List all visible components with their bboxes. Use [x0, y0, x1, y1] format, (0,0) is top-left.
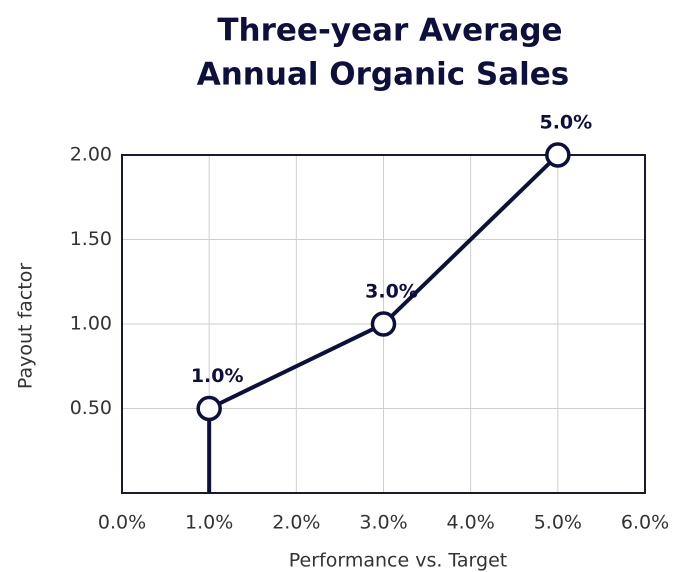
x-tick-label: 5.0% [534, 512, 582, 534]
y-tick-label: 0.50 [70, 397, 112, 419]
x-tick-label: 1.0% [185, 512, 233, 534]
point-marker [196, 395, 222, 422]
point-marker [370, 311, 397, 337]
line [207, 153, 560, 493]
data-label: 5.0% [539, 112, 592, 134]
x-tick-label: 0.0% [98, 512, 146, 534]
data-label: 1.0% [191, 365, 244, 387]
y-tick-label: 2.00 [70, 144, 112, 166]
y-tick-label: 1.00 [70, 313, 112, 335]
x-tick-label: 2.0% [272, 512, 320, 534]
x-tick-label: 4.0% [447, 512, 495, 534]
x-tick-label: 3.0% [359, 512, 407, 534]
x-axis-label: Performance vs. Target [289, 550, 507, 572]
data-label: 3.0% [365, 281, 418, 303]
chart-title: Annual Organic Sales [197, 57, 570, 93]
x-tick-label: 6.0% [621, 512, 669, 534]
chart-title: Three-year Average [217, 13, 562, 49]
point-marker [545, 142, 571, 168]
y-tick-label: 1.50 [70, 228, 112, 250]
plot-frame [121, 154, 646, 494]
y-axis-label: Payout factor [15, 263, 37, 389]
